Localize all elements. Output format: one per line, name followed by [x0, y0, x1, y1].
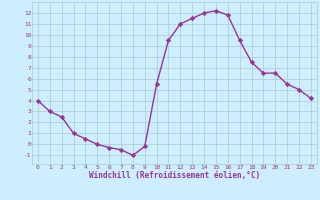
X-axis label: Windchill (Refroidissement éolien,°C): Windchill (Refroidissement éolien,°C) — [89, 171, 260, 180]
